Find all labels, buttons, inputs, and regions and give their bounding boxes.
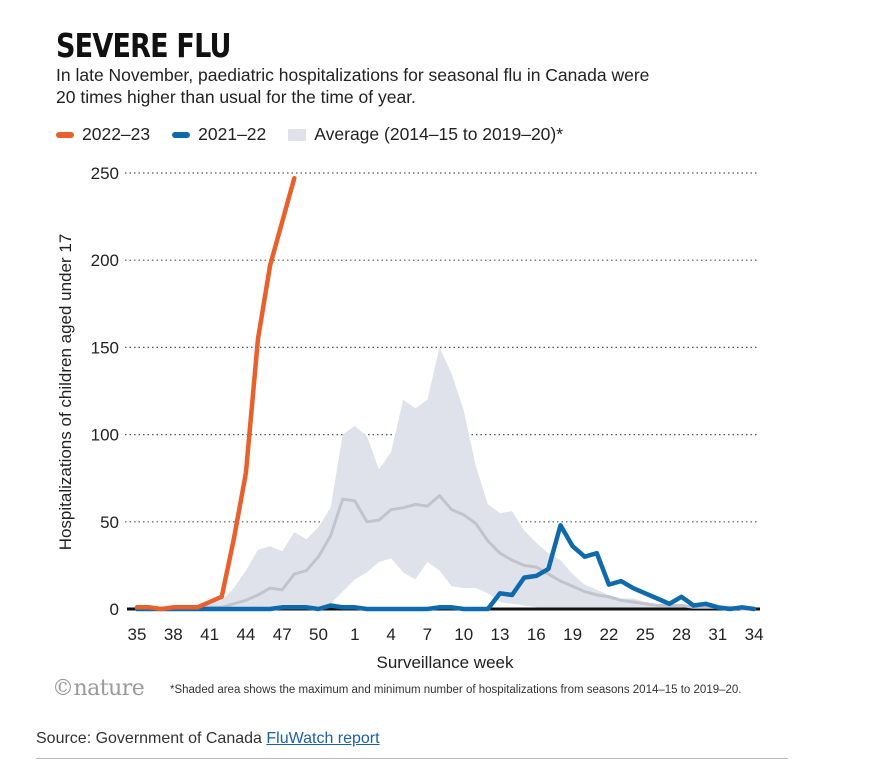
x-tick-label-50: 50 (309, 625, 328, 644)
legend-label-2022-23: 2022–23 (82, 124, 151, 144)
x-tick-label-38: 38 (164, 625, 183, 644)
legend: 2022–23 2021–22 Average (2014–15 to 2019… (56, 124, 585, 145)
chart-title: SEVERE FLU (56, 26, 232, 65)
y-tick-label-250: 250 (91, 164, 119, 183)
x-tick-label-7: 7 (423, 625, 432, 644)
y-tick-label-150: 150 (91, 338, 119, 357)
series-line-average (135, 494, 756, 611)
range-band (137, 347, 755, 609)
source-prefix: Source: Government of Canada (36, 730, 267, 747)
x-tick-label-31: 31 (708, 625, 727, 644)
x-tick-label-16: 16 (527, 625, 546, 644)
legend-swatch-average (288, 128, 307, 141)
legend-label-2021-22: 2021–22 (198, 124, 267, 144)
legend-item-2022-23: 2022–23 (56, 124, 150, 145)
x-tick-label-10: 10 (454, 625, 473, 644)
x-tick-label-1: 1 (350, 625, 359, 644)
y-tick-label-50: 50 (100, 513, 119, 532)
chart-subtitle: In late November, paediatric hospitaliza… (56, 65, 650, 107)
x-tick-label-22: 22 (599, 625, 618, 644)
x-tick-label-44: 44 (236, 625, 255, 644)
y-tick-label-100: 100 (91, 426, 119, 445)
y-tick-label-0: 0 (110, 600, 119, 619)
y-tick-label-200: 200 (91, 251, 119, 270)
footnote: *Shaded area shows the maximum and minim… (170, 684, 742, 696)
legend-label-average: Average (2014–15 to 2019–20)* (314, 124, 564, 144)
x-tick-label-4: 4 (386, 625, 395, 644)
legend-swatch-2022-23 (56, 131, 74, 138)
x-tick-label-41: 41 (200, 625, 219, 644)
series-line-2021-22 (134, 523, 757, 612)
x-tick-label-19: 19 (563, 625, 582, 644)
x-tick-label-13: 13 (491, 625, 510, 644)
series-line-2022-23 (134, 175, 297, 612)
fluwatch-report-link[interactable]: FluWatch report (266, 730, 380, 747)
legend-swatch-2021-22 (172, 131, 191, 138)
nature-logo: ©nature (52, 676, 145, 701)
bottom-divider (36, 758, 788, 759)
legend-item-2021-22: 2021–22 (172, 124, 266, 145)
x-axis-title: Surveillance week (376, 653, 514, 672)
x-tick-label-47: 47 (273, 625, 292, 644)
legend-item-average: Average (2014–15 to 2019–20)* (288, 124, 563, 145)
y-axis-title: Hospitalizations of children aged under … (56, 234, 75, 551)
source-line: Source: Government of Canada FluWatch re… (36, 730, 380, 748)
x-tick-label-34: 34 (745, 625, 764, 644)
x-tick-label-35: 35 (128, 625, 147, 644)
x-tick-label-25: 25 (636, 625, 655, 644)
x-tick-label-28: 28 (672, 625, 691, 644)
